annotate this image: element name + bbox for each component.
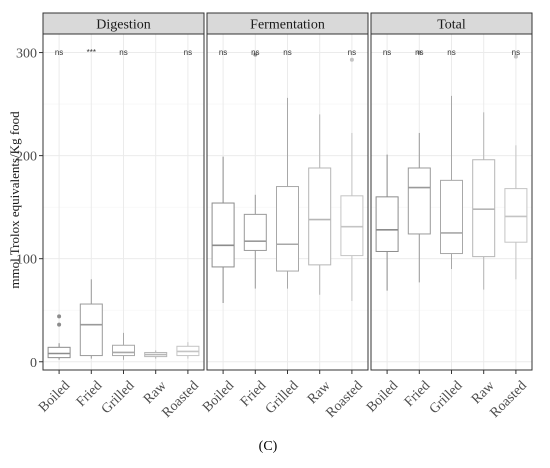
box-grilled: ns: [276, 48, 299, 289]
box-roasted: ns: [176, 48, 200, 359]
facet-title: Fermentation: [250, 18, 325, 33]
y-tick-label: 200: [16, 150, 37, 165]
figure-caption: (C): [259, 439, 278, 454]
x-tick-label: Boiled: [36, 378, 73, 415]
outlier-point: [253, 52, 258, 57]
box-roasted: ns: [504, 48, 528, 280]
box-boiled: ns: [375, 48, 399, 291]
outlier-point: [417, 50, 422, 55]
box-iqr: [407, 167, 431, 235]
box-iqr: [112, 344, 135, 357]
box-raw: [144, 350, 168, 359]
x-tick-label: Roasted: [487, 378, 530, 421]
x-tick-label: Boiled: [364, 378, 401, 415]
box-iqr: [79, 303, 103, 357]
box-raw: [472, 112, 496, 290]
significance-label: ns: [348, 48, 356, 57]
facet-strip: [42, 12, 205, 35]
box-roasted: ns: [340, 48, 364, 301]
facet-strip: [206, 12, 369, 35]
significance-label: ***: [87, 48, 96, 57]
y-tick-label: 100: [16, 253, 37, 268]
box-iqr: [243, 213, 267, 251]
significance-label: ns: [184, 48, 192, 57]
significance-label: ns: [119, 48, 127, 57]
box-iqr: [504, 188, 528, 243]
box-iqr: [440, 179, 463, 255]
significance-label: ns: [512, 48, 520, 57]
facet-strip: [370, 12, 533, 35]
y-tick-label: 0: [30, 356, 37, 371]
box-grilled: ns: [440, 48, 463, 269]
box-iqr: [47, 346, 71, 359]
significance-label: ns: [447, 48, 455, 57]
box-iqr: [472, 159, 496, 258]
box-iqr: [308, 167, 332, 266]
significance-label: ns: [55, 48, 63, 57]
x-tick-label: Grilled: [263, 378, 302, 417]
x-tick-label: Roasted: [323, 378, 366, 421]
facet-title: Total: [437, 18, 466, 33]
box-iqr: [375, 196, 399, 252]
x-tick-label: Roasted: [159, 378, 202, 421]
facet-title: Digestion: [96, 18, 150, 33]
outlier-point: [513, 54, 518, 59]
x-tick-label: Boiled: [200, 378, 237, 415]
box-fried: ***: [79, 48, 103, 359]
x-tick-label: Grilled: [99, 378, 138, 417]
outlier-point: [57, 322, 62, 327]
x-tick-label: Grilled: [427, 378, 466, 417]
y-tick-label: 300: [16, 47, 37, 62]
box-fried: ns: [243, 48, 267, 289]
box-iqr: [211, 202, 235, 268]
box-boiled: ns: [47, 48, 71, 360]
box-grilled: ns: [112, 48, 135, 360]
box-fried: ns: [407, 48, 431, 283]
significance-label: ns: [219, 48, 227, 57]
box-iqr: [340, 195, 364, 257]
box-boiled: ns: [211, 48, 235, 304]
box-raw: [308, 114, 332, 295]
outlier-point: [57, 314, 62, 319]
significance-label: ns: [251, 48, 259, 57]
significance-label: ns: [283, 48, 291, 57]
box-iqr: [276, 186, 299, 272]
y-axis-title: mmol Trolox equivalents/Kg food: [7, 111, 22, 289]
significance-label: ns: [415, 48, 423, 57]
significance-label: ns: [383, 48, 391, 57]
outlier-point: [349, 57, 354, 62]
